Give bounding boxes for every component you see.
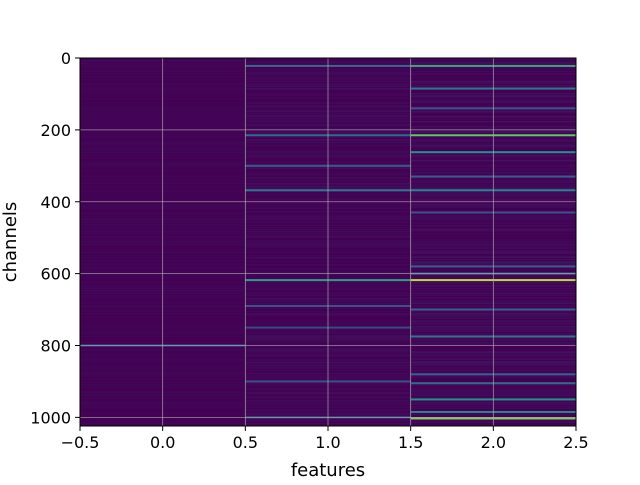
x-tick-label: 2.5 <box>563 433 588 452</box>
x-tick-label: 0.0 <box>150 433 175 452</box>
x-tick-label: 2.0 <box>481 433 506 452</box>
y-tick-label: 800 <box>40 337 71 356</box>
y-tick-label: 400 <box>40 193 71 212</box>
x-tick-label: 1.0 <box>315 433 340 452</box>
x-axis-label: features <box>291 460 365 480</box>
y-tick-label: 1000 <box>30 408 71 427</box>
y-axis-ticks: 0 200 400 600 800 1000 <box>30 49 80 427</box>
x-tick-label: 0.5 <box>233 433 258 452</box>
x-tick-label: 1.5 <box>398 433 423 452</box>
x-axis-ticks: −0.5 0.0 0.5 1.0 1.5 2.0 2.5 <box>61 426 589 452</box>
y-tick-label: 600 <box>40 265 71 284</box>
x-tick-label: −0.5 <box>61 433 100 452</box>
y-axis-label: channels <box>0 202 21 283</box>
y-tick-label: 200 <box>40 121 71 140</box>
y-tick-label: 0 <box>61 49 71 68</box>
